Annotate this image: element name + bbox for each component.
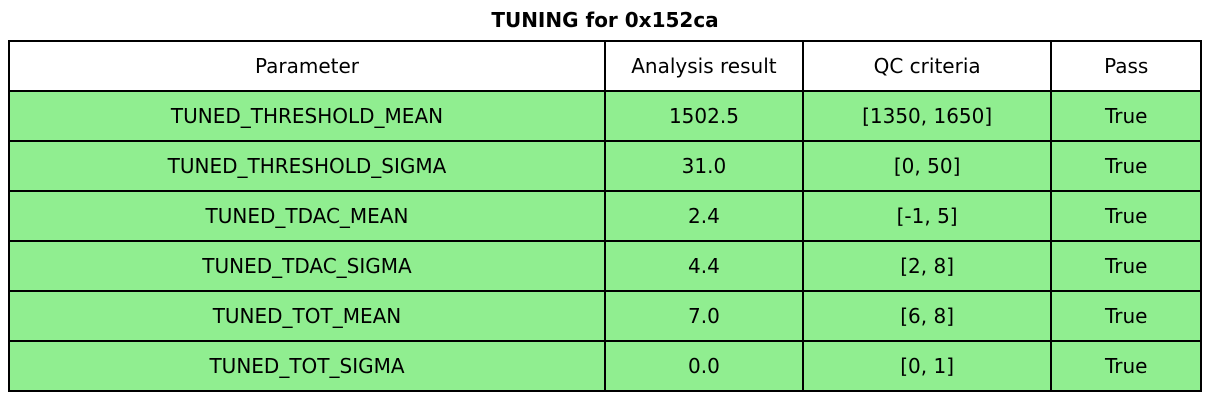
- cell-pass: True: [1050, 140, 1202, 192]
- cell-analysis-result: 1502.5: [604, 90, 804, 142]
- cell-qc-criteria: [6, 8]: [801, 290, 1053, 342]
- cell-analysis-result: 31.0: [604, 140, 804, 192]
- cell-pass: True: [1050, 240, 1202, 292]
- cell-analysis-result: 7.0: [604, 290, 804, 342]
- cell-parameter: TUNED_THRESHOLD_MEAN: [8, 90, 606, 142]
- table-row: TUNED_THRESHOLD_MEAN 1502.5 [1350, 1650]…: [8, 90, 1202, 142]
- col-header-analysis-result: Analysis result: [604, 40, 804, 92]
- cell-qc-criteria: [0, 50]: [801, 140, 1053, 192]
- qc-results-table: Parameter Analysis result QC criteria Pa…: [8, 40, 1202, 392]
- col-header-qc-criteria: QC criteria: [801, 40, 1053, 92]
- table-row: TUNED_TOT_MEAN 7.0 [6, 8] True: [8, 290, 1202, 342]
- cell-pass: True: [1050, 190, 1202, 242]
- cell-parameter: TUNED_TDAC_MEAN: [8, 190, 606, 242]
- cell-qc-criteria: [1350, 1650]: [801, 90, 1053, 142]
- col-header-pass: Pass: [1050, 40, 1202, 92]
- cell-pass: True: [1050, 290, 1202, 342]
- cell-analysis-result: 2.4: [604, 190, 804, 242]
- table-header-row: Parameter Analysis result QC criteria Pa…: [8, 40, 1202, 92]
- cell-parameter: TUNED_TOT_MEAN: [8, 290, 606, 342]
- figure-title: TUNING for 0x152ca: [491, 8, 719, 32]
- col-header-parameter: Parameter: [8, 40, 606, 92]
- cell-qc-criteria: [2, 8]: [801, 240, 1053, 292]
- cell-parameter: TUNED_THRESHOLD_SIGMA: [8, 140, 606, 192]
- table-row: TUNED_THRESHOLD_SIGMA 31.0 [0, 50] True: [8, 140, 1202, 192]
- cell-parameter: TUNED_TOT_SIGMA: [8, 340, 606, 392]
- cell-analysis-result: 4.4: [604, 240, 804, 292]
- cell-parameter: TUNED_TDAC_SIGMA: [8, 240, 606, 292]
- table-row: TUNED_TDAC_SIGMA 4.4 [2, 8] True: [8, 240, 1202, 292]
- cell-qc-criteria: [-1, 5]: [801, 190, 1053, 242]
- cell-pass: True: [1050, 340, 1202, 392]
- table-row: TUNED_TDAC_MEAN 2.4 [-1, 5] True: [8, 190, 1202, 242]
- cell-analysis-result: 0.0: [604, 340, 804, 392]
- cell-pass: True: [1050, 90, 1202, 142]
- table-row: TUNED_TOT_SIGMA 0.0 [0, 1] True: [8, 340, 1202, 392]
- cell-qc-criteria: [0, 1]: [801, 340, 1053, 392]
